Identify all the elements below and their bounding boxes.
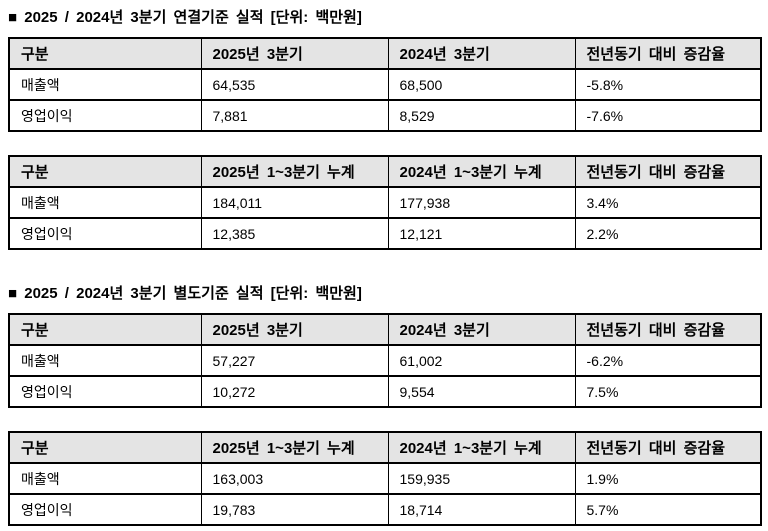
row-label: 매출액 — [8, 68, 202, 101]
header-yoy-change: 전년동기 대비 증감율 — [574, 155, 762, 188]
row-label: 매출액 — [8, 344, 202, 377]
value-2024: 18,714 — [387, 493, 576, 526]
value-2024: 61,002 — [387, 344, 576, 377]
header-category: 구분 — [8, 431, 202, 464]
section-title-consolidated: ■ 2025 / 2024년 3분기 연결기준 실적 [단위: 백만원] — [8, 9, 362, 26]
table-row-operating-profit: 영업이익 12,385 12,121 2.2% — [8, 217, 762, 250]
header-category: 구분 — [8, 313, 202, 346]
row-label: 영업이익 — [8, 217, 202, 250]
value-yoy: 1.9% — [574, 462, 762, 495]
header-2024-ytd: 2024년 1~3분기 누계 — [387, 155, 576, 188]
value-2025: 7,881 — [200, 99, 389, 132]
header-2025-ytd: 2025년 1~3분기 누계 — [200, 155, 389, 188]
value-2024: 159,935 — [387, 462, 576, 495]
value-2025: 10,272 — [200, 375, 389, 408]
table-consolidated-ytd: 구분 2025년 1~3분기 누계 2024년 1~3분기 누계 전년동기 대비… — [8, 155, 762, 250]
header-2024-q3: 2024년 3분기 — [387, 37, 576, 70]
value-yoy: 2.2% — [574, 217, 762, 250]
value-2024: 9,554 — [387, 375, 576, 408]
table-separate-q3: 구분 2025년 3분기 2024년 3분기 전년동기 대비 증감율 매출액 5… — [8, 313, 762, 408]
value-yoy: 3.4% — [574, 186, 762, 219]
row-label: 영업이익 — [8, 493, 202, 526]
table-header-row: 구분 2025년 1~3분기 누계 2024년 1~3분기 누계 전년동기 대비… — [8, 431, 762, 464]
value-2024: 8,529 — [387, 99, 576, 132]
table-separate-ytd: 구분 2025년 1~3분기 누계 2024년 1~3분기 누계 전년동기 대비… — [8, 431, 762, 526]
header-yoy-change: 전년동기 대비 증감율 — [574, 37, 762, 70]
value-yoy: 7.5% — [574, 375, 762, 408]
value-2025: 163,003 — [200, 462, 389, 495]
row-label: 매출액 — [8, 186, 202, 219]
value-2025: 184,011 — [200, 186, 389, 219]
table-consolidated-q3: 구분 2025년 3분기 2024년 3분기 전년동기 대비 증감율 매출액 6… — [8, 37, 762, 132]
header-yoy-change: 전년동기 대비 증감율 — [574, 431, 762, 464]
table-row-operating-profit: 영업이익 7,881 8,529 -7.6% — [8, 99, 762, 132]
value-2025: 64,535 — [200, 68, 389, 101]
value-2024: 177,938 — [387, 186, 576, 219]
value-yoy: -6.2% — [574, 344, 762, 377]
value-2025: 19,783 — [200, 493, 389, 526]
row-label: 영업이익 — [8, 99, 202, 132]
table-row-operating-profit: 영업이익 19,783 18,714 5.7% — [8, 493, 762, 526]
value-yoy: -7.6% — [574, 99, 762, 132]
header-yoy-change: 전년동기 대비 증감율 — [574, 313, 762, 346]
row-label: 영업이익 — [8, 375, 202, 408]
table-row-revenue: 매출액 184,011 177,938 3.4% — [8, 186, 762, 219]
header-2025-q3: 2025년 3분기 — [200, 37, 389, 70]
table-row-operating-profit: 영업이익 10,272 9,554 7.5% — [8, 375, 762, 408]
header-2025-q3: 2025년 3분기 — [200, 313, 389, 346]
value-2025: 12,385 — [200, 217, 389, 250]
table-row-revenue: 매출액 57,227 61,002 -6.2% — [8, 344, 762, 377]
value-yoy: -5.8% — [574, 68, 762, 101]
section-title-separate: ■ 2025 / 2024년 3분기 별도기준 실적 [단위: 백만원] — [8, 285, 362, 302]
header-2025-ytd: 2025년 1~3분기 누계 — [200, 431, 389, 464]
header-category: 구분 — [8, 37, 202, 70]
value-2025: 57,227 — [200, 344, 389, 377]
table-header-row: 구분 2025년 1~3분기 누계 2024년 1~3분기 누계 전년동기 대비… — [8, 155, 762, 188]
header-2024-q3: 2024년 3분기 — [387, 313, 576, 346]
table-row-revenue: 매출액 163,003 159,935 1.9% — [8, 462, 762, 495]
value-yoy: 5.7% — [574, 493, 762, 526]
value-2024: 68,500 — [387, 68, 576, 101]
table-row-revenue: 매출액 64,535 68,500 -5.8% — [8, 68, 762, 101]
table-header-row: 구분 2025년 3분기 2024년 3분기 전년동기 대비 증감율 — [8, 37, 762, 70]
header-2024-ytd: 2024년 1~3분기 누계 — [387, 431, 576, 464]
table-header-row: 구분 2025년 3분기 2024년 3분기 전년동기 대비 증감율 — [8, 313, 762, 346]
row-label: 매출액 — [8, 462, 202, 495]
header-category: 구분 — [8, 155, 202, 188]
value-2024: 12,121 — [387, 217, 576, 250]
